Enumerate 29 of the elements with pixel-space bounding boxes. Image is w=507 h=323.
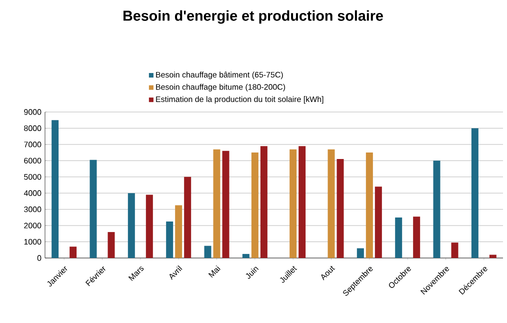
bar xyxy=(356,248,364,258)
bar xyxy=(290,149,297,258)
bar xyxy=(471,128,478,258)
chart-title: Besoin d'energie et production solaire xyxy=(124,10,383,24)
bar xyxy=(413,216,420,258)
bar xyxy=(298,146,306,258)
bar xyxy=(108,232,115,258)
bar xyxy=(433,160,440,258)
bar xyxy=(395,217,402,258)
bar xyxy=(328,149,335,258)
bar xyxy=(489,254,496,258)
bar xyxy=(90,160,97,258)
bar xyxy=(336,159,344,258)
bar xyxy=(184,176,192,258)
bar xyxy=(146,194,153,258)
bar xyxy=(128,193,135,258)
bar xyxy=(222,150,230,258)
bar xyxy=(204,246,212,258)
bar xyxy=(366,152,373,258)
bar xyxy=(374,186,382,258)
bar xyxy=(166,222,174,258)
bar xyxy=(260,146,268,258)
bar xyxy=(52,120,59,258)
bar xyxy=(451,242,458,258)
bar xyxy=(242,254,250,258)
bar xyxy=(213,149,220,258)
bar xyxy=(175,205,182,258)
bar xyxy=(251,152,258,258)
bar xyxy=(70,246,77,258)
